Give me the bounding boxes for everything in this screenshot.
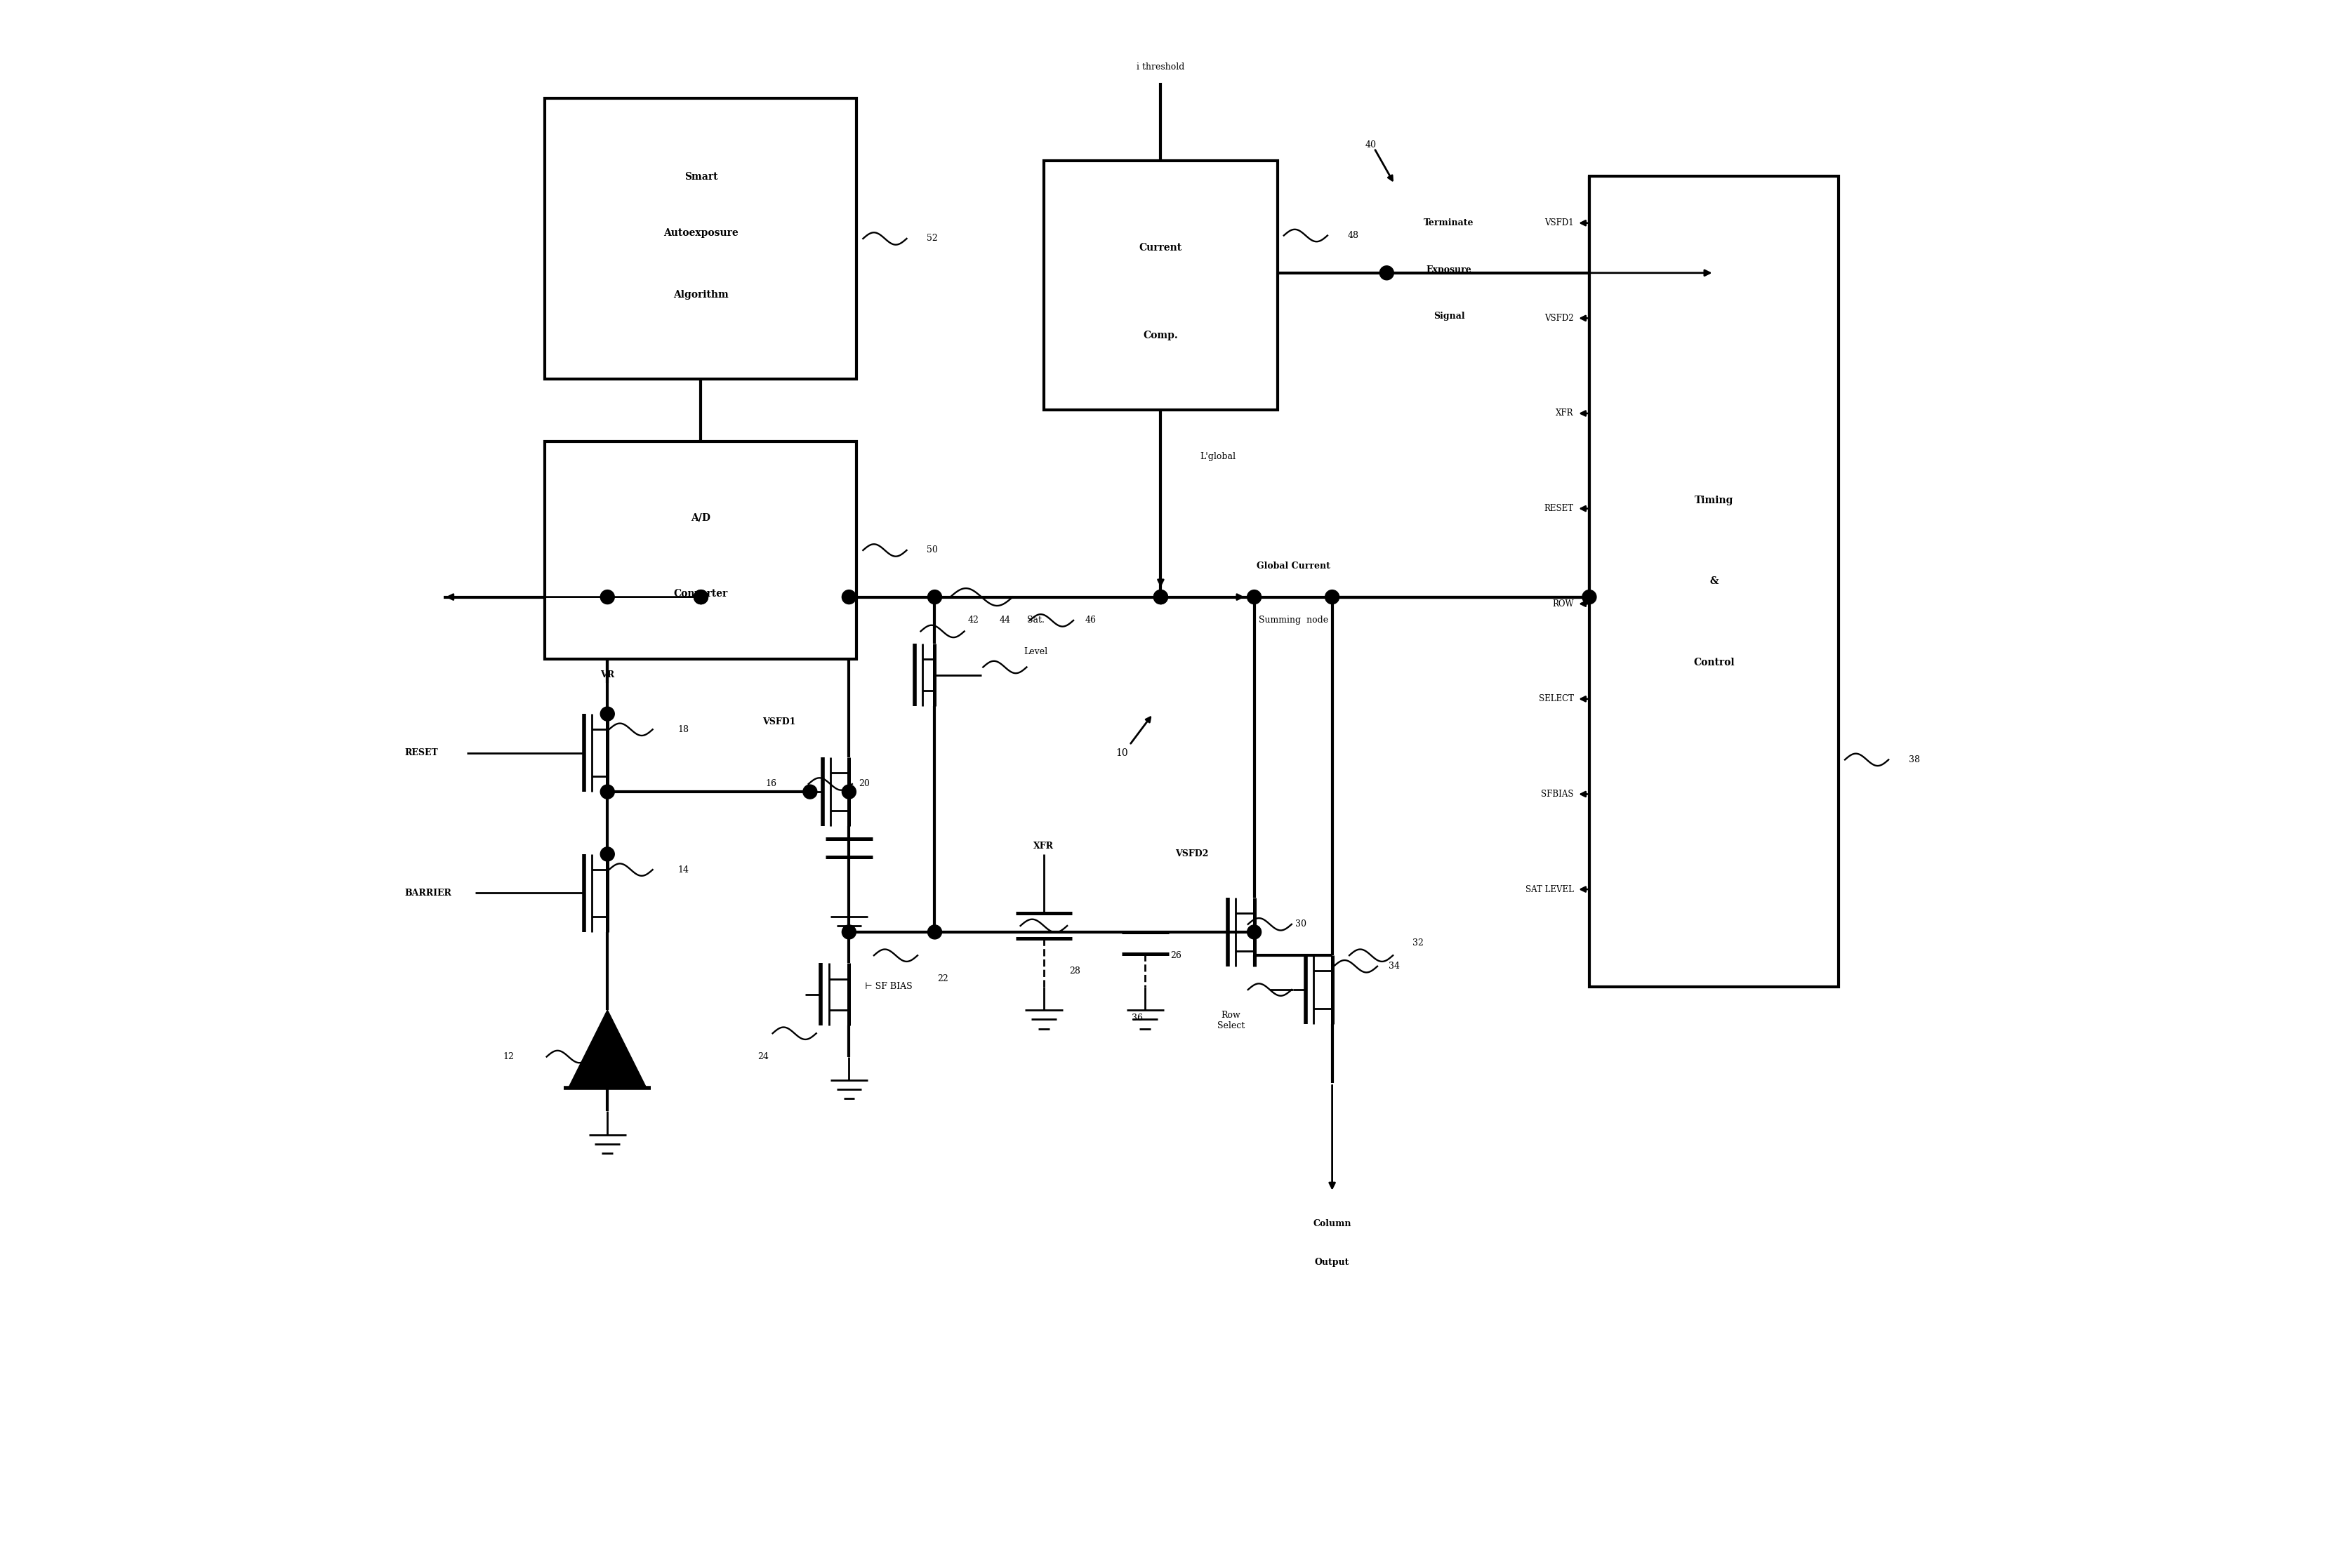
Text: 12: 12 [502,1052,514,1062]
Circle shape [1248,925,1262,939]
Text: 26: 26 [1171,950,1183,960]
Circle shape [1582,590,1596,604]
Circle shape [841,784,855,798]
Text: ROW: ROW [1552,599,1573,608]
Text: VSFD2: VSFD2 [1545,314,1573,323]
Text: VSFD1: VSFD1 [762,717,795,726]
Text: XFR: XFR [1033,842,1054,851]
Circle shape [841,590,855,604]
Text: Column: Column [1313,1218,1351,1228]
Text: Smart: Smart [685,172,717,182]
Circle shape [601,784,615,798]
Text: SELECT: SELECT [1538,695,1573,704]
Text: 40: 40 [1365,141,1376,149]
Text: SAT LEVEL: SAT LEVEL [1526,884,1573,894]
Circle shape [804,784,818,798]
Text: 44: 44 [1000,616,1010,626]
Text: 48: 48 [1348,230,1358,240]
Text: 28: 28 [1070,966,1080,975]
Circle shape [928,925,942,939]
Text: RESET: RESET [404,748,439,757]
Text: i threshold: i threshold [1136,63,1185,72]
Text: &: & [1711,577,1718,586]
Text: 18: 18 [678,724,689,734]
Text: 32: 32 [1412,938,1423,947]
Circle shape [694,590,708,604]
Circle shape [1154,590,1168,604]
Circle shape [1379,267,1393,281]
Text: Comp.: Comp. [1143,331,1178,340]
Bar [1589,176,1839,986]
Text: 30: 30 [1295,920,1306,928]
Text: Control: Control [1694,657,1734,668]
Text: BARRIER: BARRIER [404,889,451,897]
Circle shape [1154,590,1168,604]
Text: 38: 38 [1909,756,1921,764]
Polygon shape [568,1010,647,1088]
Text: 22: 22 [937,974,949,983]
Text: 46: 46 [1084,616,1096,626]
Circle shape [694,590,708,604]
Text: RESET: RESET [1545,503,1573,513]
Text: XFR: XFR [1556,409,1573,419]
Text: Autoexposure: Autoexposure [664,227,738,238]
Text: 16: 16 [767,779,776,789]
Circle shape [601,590,615,604]
Text: VSFD1: VSFD1 [1545,218,1573,227]
Text: 14: 14 [678,866,689,875]
Circle shape [1325,590,1339,604]
Bar [545,99,858,379]
Text: VR: VR [601,671,615,679]
Text: Exposure: Exposure [1426,265,1472,274]
Circle shape [841,925,855,939]
Text: Level: Level [1024,648,1047,655]
Text: 20: 20 [860,779,869,789]
Text: L'global: L'global [1199,452,1236,461]
Text: Sat.: Sat. [1028,616,1045,626]
Text: Output: Output [1316,1258,1348,1267]
Text: Signal: Signal [1433,312,1465,321]
Circle shape [601,707,615,721]
Text: Algorithm: Algorithm [673,290,729,299]
Text: 50: 50 [928,546,937,555]
Bar [1045,160,1278,409]
Circle shape [601,847,615,861]
Circle shape [928,590,942,604]
Text: 10: 10 [1115,748,1129,757]
Text: VSFD2: VSFD2 [1176,850,1208,859]
Text: ⊢ SF BIAS: ⊢ SF BIAS [865,982,911,991]
Text: Summing  node: Summing node [1257,616,1327,626]
Text: Current: Current [1138,243,1183,252]
Text: A/D: A/D [692,513,710,522]
Text: 24: 24 [757,1052,769,1062]
Text: Terminate: Terminate [1423,218,1475,227]
Text: Converter: Converter [673,590,729,599]
Text: 52: 52 [928,234,937,243]
Text: SFBIAS: SFBIAS [1540,790,1573,798]
Text: Timing: Timing [1694,495,1734,505]
Bar [545,441,858,659]
Text: Global Current: Global Current [1257,561,1330,571]
Text: 34: 34 [1388,961,1400,971]
Text: Row
Select: Row Select [1218,1011,1246,1030]
Text: 42: 42 [968,616,979,626]
Text: 36: 36 [1131,1013,1143,1022]
Circle shape [1248,590,1262,604]
